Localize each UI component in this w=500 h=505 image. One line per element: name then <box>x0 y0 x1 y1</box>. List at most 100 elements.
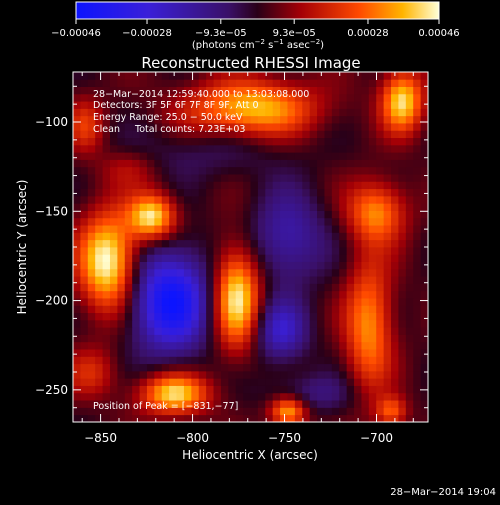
heatmap-cell <box>109 268 118 277</box>
heatmap-cell <box>294 370 303 379</box>
heatmap-cell <box>124 166 133 175</box>
heatmap-cell <box>154 181 163 190</box>
heatmap-cell <box>213 370 222 379</box>
heatmap-cell <box>243 130 251 139</box>
heatmap-cell <box>161 159 170 168</box>
heatmap-cell <box>235 210 244 219</box>
heatmap-cell <box>220 392 229 401</box>
heatmap-cell <box>146 152 155 160</box>
heatmap-cell <box>95 86 103 95</box>
heatmap-cell <box>228 392 237 401</box>
heatmap-cell <box>398 327 407 335</box>
heatmap-cell <box>161 349 170 357</box>
heatmap-cell <box>265 356 274 365</box>
heatmap-cell <box>346 400 355 408</box>
heatmap-cell <box>87 319 96 328</box>
heatmap-cell <box>213 72 222 80</box>
heatmap-cell <box>272 79 281 87</box>
heatmap-cell <box>413 181 422 190</box>
heatmap-cell <box>109 79 118 87</box>
heatmap-cell <box>265 195 274 204</box>
heatmap-cell <box>398 159 407 168</box>
heatmap-cell <box>198 298 207 306</box>
heatmap-cell <box>243 268 251 277</box>
heatmap-cell <box>206 268 214 277</box>
heatmap-cell <box>87 239 96 248</box>
heatmap-cell <box>87 72 96 80</box>
heatmap-cell <box>294 414 303 423</box>
heatmap-cell <box>250 378 259 386</box>
heatmap-cell <box>398 341 407 350</box>
heatmap-cell <box>243 385 251 394</box>
heatmap-cell <box>132 363 140 372</box>
heatmap-cell <box>383 217 392 226</box>
heatmap-cell <box>339 108 348 117</box>
heatmap-cell <box>376 356 385 365</box>
heatmap-cell <box>228 144 237 153</box>
heatmap-cell <box>287 247 296 255</box>
heatmap-cell <box>361 232 370 241</box>
heatmap-cell <box>257 159 266 168</box>
heatmap-cell <box>161 86 170 95</box>
heatmap-cell <box>287 305 296 314</box>
heatmap-cell <box>272 188 281 197</box>
heatmap-cell <box>206 181 214 190</box>
heatmap-cell <box>169 181 177 190</box>
heatmap-cell <box>391 225 399 233</box>
heatmap-cell <box>302 363 311 372</box>
heatmap-cell <box>73 93 81 102</box>
heatmap-cell <box>102 370 111 379</box>
heatmap-cell <box>391 232 399 241</box>
heatmap-cell <box>161 217 170 226</box>
heatmap-cell <box>87 392 96 401</box>
heatmap-cell <box>73 370 81 379</box>
heatmap-cell <box>228 247 237 255</box>
heatmap-cell <box>420 334 429 343</box>
heatmap-cell <box>287 108 296 117</box>
heatmap-cell <box>398 115 407 124</box>
heatmap-cell <box>80 101 89 109</box>
heatmap-cell <box>132 123 140 131</box>
heatmap-cell <box>398 137 407 146</box>
heatmap-cell <box>198 239 207 248</box>
heatmap-cell <box>257 254 266 262</box>
heatmap-cell <box>376 210 385 219</box>
heatmap-cell <box>161 174 170 182</box>
heatmap-cell <box>198 152 207 160</box>
heatmap-cell <box>405 247 414 255</box>
heatmap-cell <box>191 217 200 226</box>
heatmap-cell <box>95 283 103 292</box>
heatmap-cell <box>398 188 407 197</box>
heatmap-cell <box>235 247 244 255</box>
heatmap-cell <box>87 195 96 204</box>
heatmap-cell <box>280 210 288 219</box>
heatmap-cell <box>95 232 103 241</box>
heatmap-cell <box>154 108 163 117</box>
heatmap-cell <box>146 130 155 139</box>
heatmap-cell <box>302 86 311 95</box>
heatmap-cell <box>309 166 318 175</box>
heatmap-cell <box>294 334 303 343</box>
heatmap-cell <box>354 378 362 386</box>
heatmap-cell <box>109 239 118 248</box>
heatmap-cell <box>368 268 377 277</box>
heatmap-cell <box>161 181 170 190</box>
heatmap-cell <box>169 174 177 182</box>
heatmap-cell <box>169 334 177 343</box>
heatmap-cell <box>346 349 355 357</box>
heatmap-cell <box>309 101 318 109</box>
heatmap-cell <box>294 86 303 95</box>
y-tick-label: −200 <box>35 294 68 308</box>
heatmap-cell <box>146 268 155 277</box>
heatmap-cell <box>287 414 296 423</box>
heatmap-cell <box>198 166 207 175</box>
heatmap-cell <box>398 319 407 328</box>
heatmap-cell <box>73 72 81 80</box>
heatmap-cell <box>250 137 259 146</box>
heatmap-cell <box>361 290 370 299</box>
heatmap-cell <box>250 276 259 284</box>
heatmap-cell <box>354 341 362 350</box>
heatmap-cell <box>206 232 214 241</box>
heatmap-cell <box>124 181 133 190</box>
heatmap-cell <box>368 385 377 394</box>
